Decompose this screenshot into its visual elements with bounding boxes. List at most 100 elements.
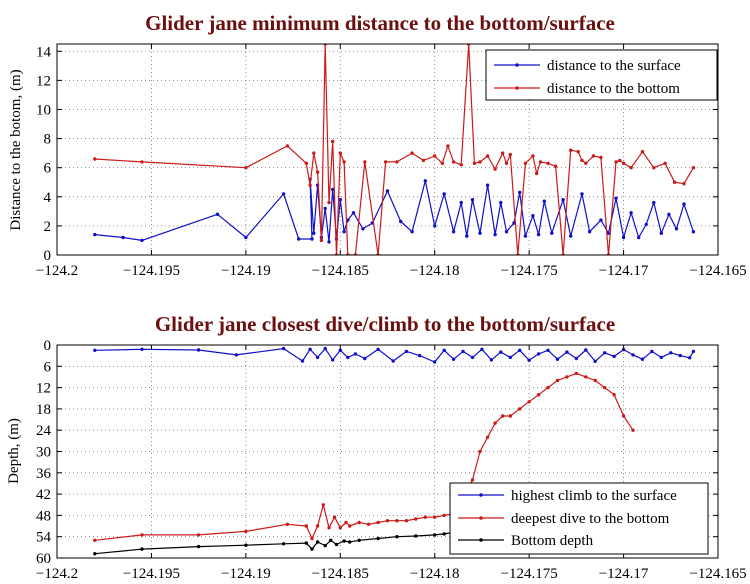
x-tick-label: −124.19 xyxy=(221,566,271,582)
y-axis-label: Distance to the botom, (m) xyxy=(8,69,24,230)
data-point xyxy=(310,536,314,541)
data-point xyxy=(640,150,645,154)
data-point xyxy=(348,540,352,544)
data-point xyxy=(493,167,497,171)
data-point xyxy=(518,190,522,195)
legend-label-bottom: distance to the bottom xyxy=(547,81,680,97)
data-point xyxy=(244,166,248,170)
data-point xyxy=(614,160,618,164)
data-point xyxy=(569,148,573,152)
data-point xyxy=(442,192,446,196)
y-tick-label: 2 xyxy=(44,219,52,235)
data-point xyxy=(546,385,550,390)
data-point xyxy=(688,356,692,360)
data-point xyxy=(478,231,482,235)
data-point xyxy=(508,152,512,157)
data-point xyxy=(621,161,626,165)
y-tick-label: 12 xyxy=(36,73,51,89)
y-axis: 0 2 4 6 8 10 12 14 xyxy=(36,44,718,264)
data-point xyxy=(399,219,403,224)
data-point xyxy=(631,353,635,357)
data-point xyxy=(659,355,663,360)
data-point xyxy=(395,519,399,523)
data-point xyxy=(553,164,558,168)
depth-chart: Glider jane closest dive/climb to the bo… xyxy=(6,312,747,582)
data-point xyxy=(281,192,286,196)
data-point xyxy=(542,199,546,203)
data-point xyxy=(327,526,331,530)
data-point xyxy=(650,349,654,354)
data-point xyxy=(327,200,331,205)
data-point xyxy=(480,347,484,351)
data-point xyxy=(663,161,667,165)
x-tick-label: −124.17 xyxy=(599,566,649,582)
series-layer xyxy=(93,44,696,255)
data-point xyxy=(652,200,656,205)
data-point xyxy=(446,144,450,148)
data-point xyxy=(297,237,301,241)
x-tick-label: −124.185 xyxy=(312,566,369,582)
x-tick-label: −124.195 xyxy=(123,566,180,582)
y-axis-label: Depth, (m) xyxy=(6,418,22,484)
data-point xyxy=(423,179,427,183)
legend-marker-surface xyxy=(515,63,519,67)
y-tick-label: 12 xyxy=(36,381,51,397)
data-point xyxy=(433,360,437,364)
data-point xyxy=(584,348,588,352)
data-point xyxy=(527,400,531,404)
data-point xyxy=(281,346,286,351)
data-point xyxy=(451,357,456,361)
data-point xyxy=(478,160,482,164)
data-point xyxy=(385,519,390,523)
data-point xyxy=(501,414,505,418)
data-point xyxy=(536,352,541,356)
chart-title: Glider jane closest dive/climb to the bo… xyxy=(155,312,615,336)
data-point xyxy=(546,348,550,352)
data-point xyxy=(304,161,308,165)
data-point xyxy=(338,348,342,352)
y-tick-label: 54 xyxy=(36,530,52,546)
data-point xyxy=(574,356,579,361)
data-point xyxy=(338,526,342,530)
data-point xyxy=(442,532,446,536)
data-point xyxy=(414,517,418,521)
data-point xyxy=(331,187,335,192)
y-tick-label: 10 xyxy=(36,102,51,118)
data-point xyxy=(93,348,97,352)
data-point xyxy=(508,414,512,418)
data-point xyxy=(584,161,588,165)
data-point xyxy=(315,170,320,174)
data-point xyxy=(140,347,144,351)
data-point xyxy=(140,533,144,537)
data-point xyxy=(285,144,290,148)
data-point xyxy=(493,232,497,237)
data-point xyxy=(576,150,580,154)
x-tick-label: −124.175 xyxy=(501,263,558,279)
data-point xyxy=(93,157,97,161)
x-tick-label: −124.17 xyxy=(599,263,649,279)
data-point xyxy=(470,478,475,482)
data-point xyxy=(465,234,469,238)
data-point xyxy=(329,538,333,542)
data-point xyxy=(629,211,633,215)
legend-label-bottom-depth: Bottom depth xyxy=(511,533,594,549)
data-point xyxy=(383,160,388,164)
data-point xyxy=(244,529,248,534)
y-tick-label: 36 xyxy=(36,466,52,482)
data-point xyxy=(691,349,696,354)
data-point xyxy=(672,180,677,184)
data-point xyxy=(631,428,635,432)
data-point xyxy=(682,202,686,206)
data-point xyxy=(121,235,125,240)
legend-label-dive: deepest dive to the bottom xyxy=(511,511,670,527)
data-point xyxy=(591,154,596,158)
x-tick-label: −124.18 xyxy=(410,566,460,582)
data-point xyxy=(555,357,560,361)
data-point xyxy=(410,230,414,234)
y-tick-label: 24 xyxy=(36,423,52,439)
data-point xyxy=(342,230,346,234)
data-point xyxy=(618,158,622,163)
data-point xyxy=(140,160,144,164)
data-point xyxy=(215,212,220,216)
data-point xyxy=(391,359,395,363)
